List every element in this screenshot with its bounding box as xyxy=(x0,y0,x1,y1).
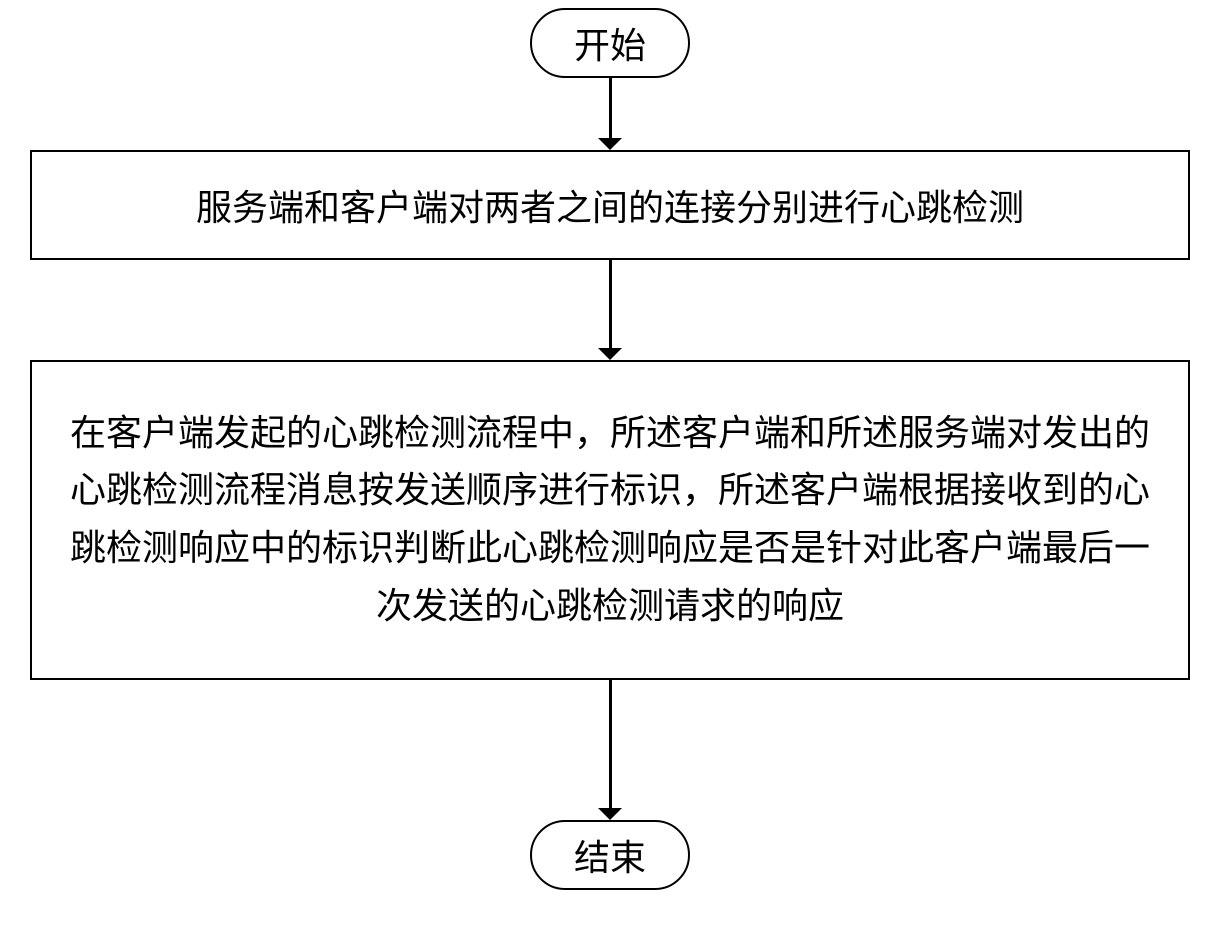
flowchart-container: 开始 服务端和客户端对两者之间的连接分别进行心跳检测 在客户端发起的心跳检测流程… xyxy=(0,0,1220,948)
start-node: 开始 xyxy=(530,8,690,78)
step2-label: 在客户端发起的心跳检测流程中，所述客户端和所述服务端对发出的心跳检测流程消息按发… xyxy=(62,405,1158,635)
start-label: 开始 xyxy=(574,17,646,69)
end-label: 结束 xyxy=(574,829,646,881)
step2-node: 在客户端发起的心跳检测流程中，所述客户端和所述服务端对发出的心跳检测流程消息按发… xyxy=(30,360,1190,680)
step1-label: 服务端和客户端对两者之间的连接分别进行心跳检测 xyxy=(196,179,1024,231)
end-node: 结束 xyxy=(530,820,690,890)
step1-node: 服务端和客户端对两者之间的连接分别进行心跳检测 xyxy=(30,150,1190,260)
